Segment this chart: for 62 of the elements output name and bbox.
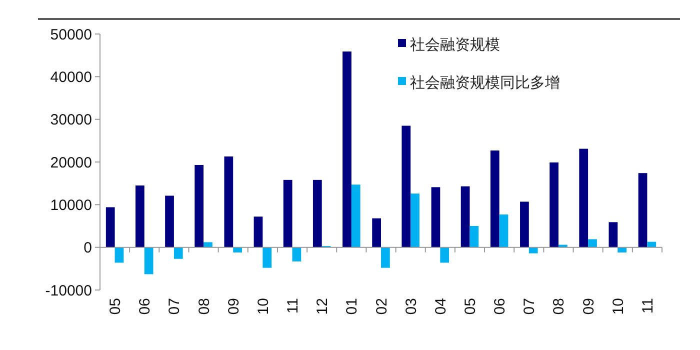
x-tick-label: 06 [492, 298, 509, 315]
y-tick-label: -10000 [45, 282, 92, 300]
bar [431, 187, 440, 248]
x-tick-label: 04 [432, 298, 450, 315]
bar [114, 247, 124, 263]
bar [460, 186, 470, 248]
x-tick-label: 10 [610, 298, 627, 315]
bar [106, 207, 115, 248]
bar [165, 196, 174, 248]
x-tick-label: 08 [196, 298, 213, 315]
bar [440, 247, 450, 263]
bar [224, 156, 234, 248]
bar [647, 242, 656, 248]
legend-label: 社会融资规模同比多增 [410, 73, 560, 92]
bar [550, 162, 558, 248]
bar [262, 247, 272, 268]
bar [470, 226, 479, 248]
x-tick-label: 09 [225, 298, 242, 315]
x-tick-label: 05 [462, 298, 479, 315]
bar [292, 247, 302, 262]
y-tick-label: 10000 [50, 196, 92, 214]
x-tick-label: 08 [550, 298, 568, 315]
x-tick-label: 10 [254, 298, 272, 315]
x-tick-label: 11 [639, 298, 656, 314]
bar [520, 202, 529, 248]
bar [312, 180, 322, 248]
bar [342, 51, 352, 248]
bar [144, 247, 154, 274]
x-tick-label: 01 [344, 298, 361, 315]
x-tick-label: 05 [107, 298, 124, 315]
bar [372, 218, 381, 248]
bar [194, 164, 204, 248]
bar [402, 126, 411, 248]
bar [528, 247, 538, 254]
legend-label: 社会融资规模 [410, 35, 500, 54]
x-tick-label: 02 [373, 298, 390, 315]
x-tick-label: 09 [580, 298, 598, 315]
y-tick-label: 40000 [50, 68, 92, 86]
bar [608, 222, 618, 248]
bar [254, 216, 263, 248]
x-tick-label: 07 [166, 298, 184, 315]
bar [490, 150, 500, 248]
bar [204, 242, 212, 248]
bar [381, 247, 390, 268]
bar [174, 247, 183, 259]
bar [588, 239, 597, 248]
y-tick-label: 30000 [50, 112, 92, 129]
bar [499, 214, 508, 248]
x-tick-label: 07 [521, 298, 538, 315]
x-tick-label: 03 [402, 298, 420, 315]
bar [351, 184, 360, 248]
x-tick-label: 12 [314, 298, 332, 315]
bar [135, 185, 144, 248]
y-tick-label: 20000 [50, 154, 92, 172]
bar [579, 148, 588, 248]
bar [283, 180, 292, 248]
y-tick-label: 50000 [50, 26, 92, 44]
bar [410, 194, 420, 248]
bar [638, 173, 648, 248]
x-tick-label: 06 [136, 298, 154, 315]
x-tick-label: 11 [284, 298, 302, 314]
y-tick-label: 0 [84, 240, 92, 257]
